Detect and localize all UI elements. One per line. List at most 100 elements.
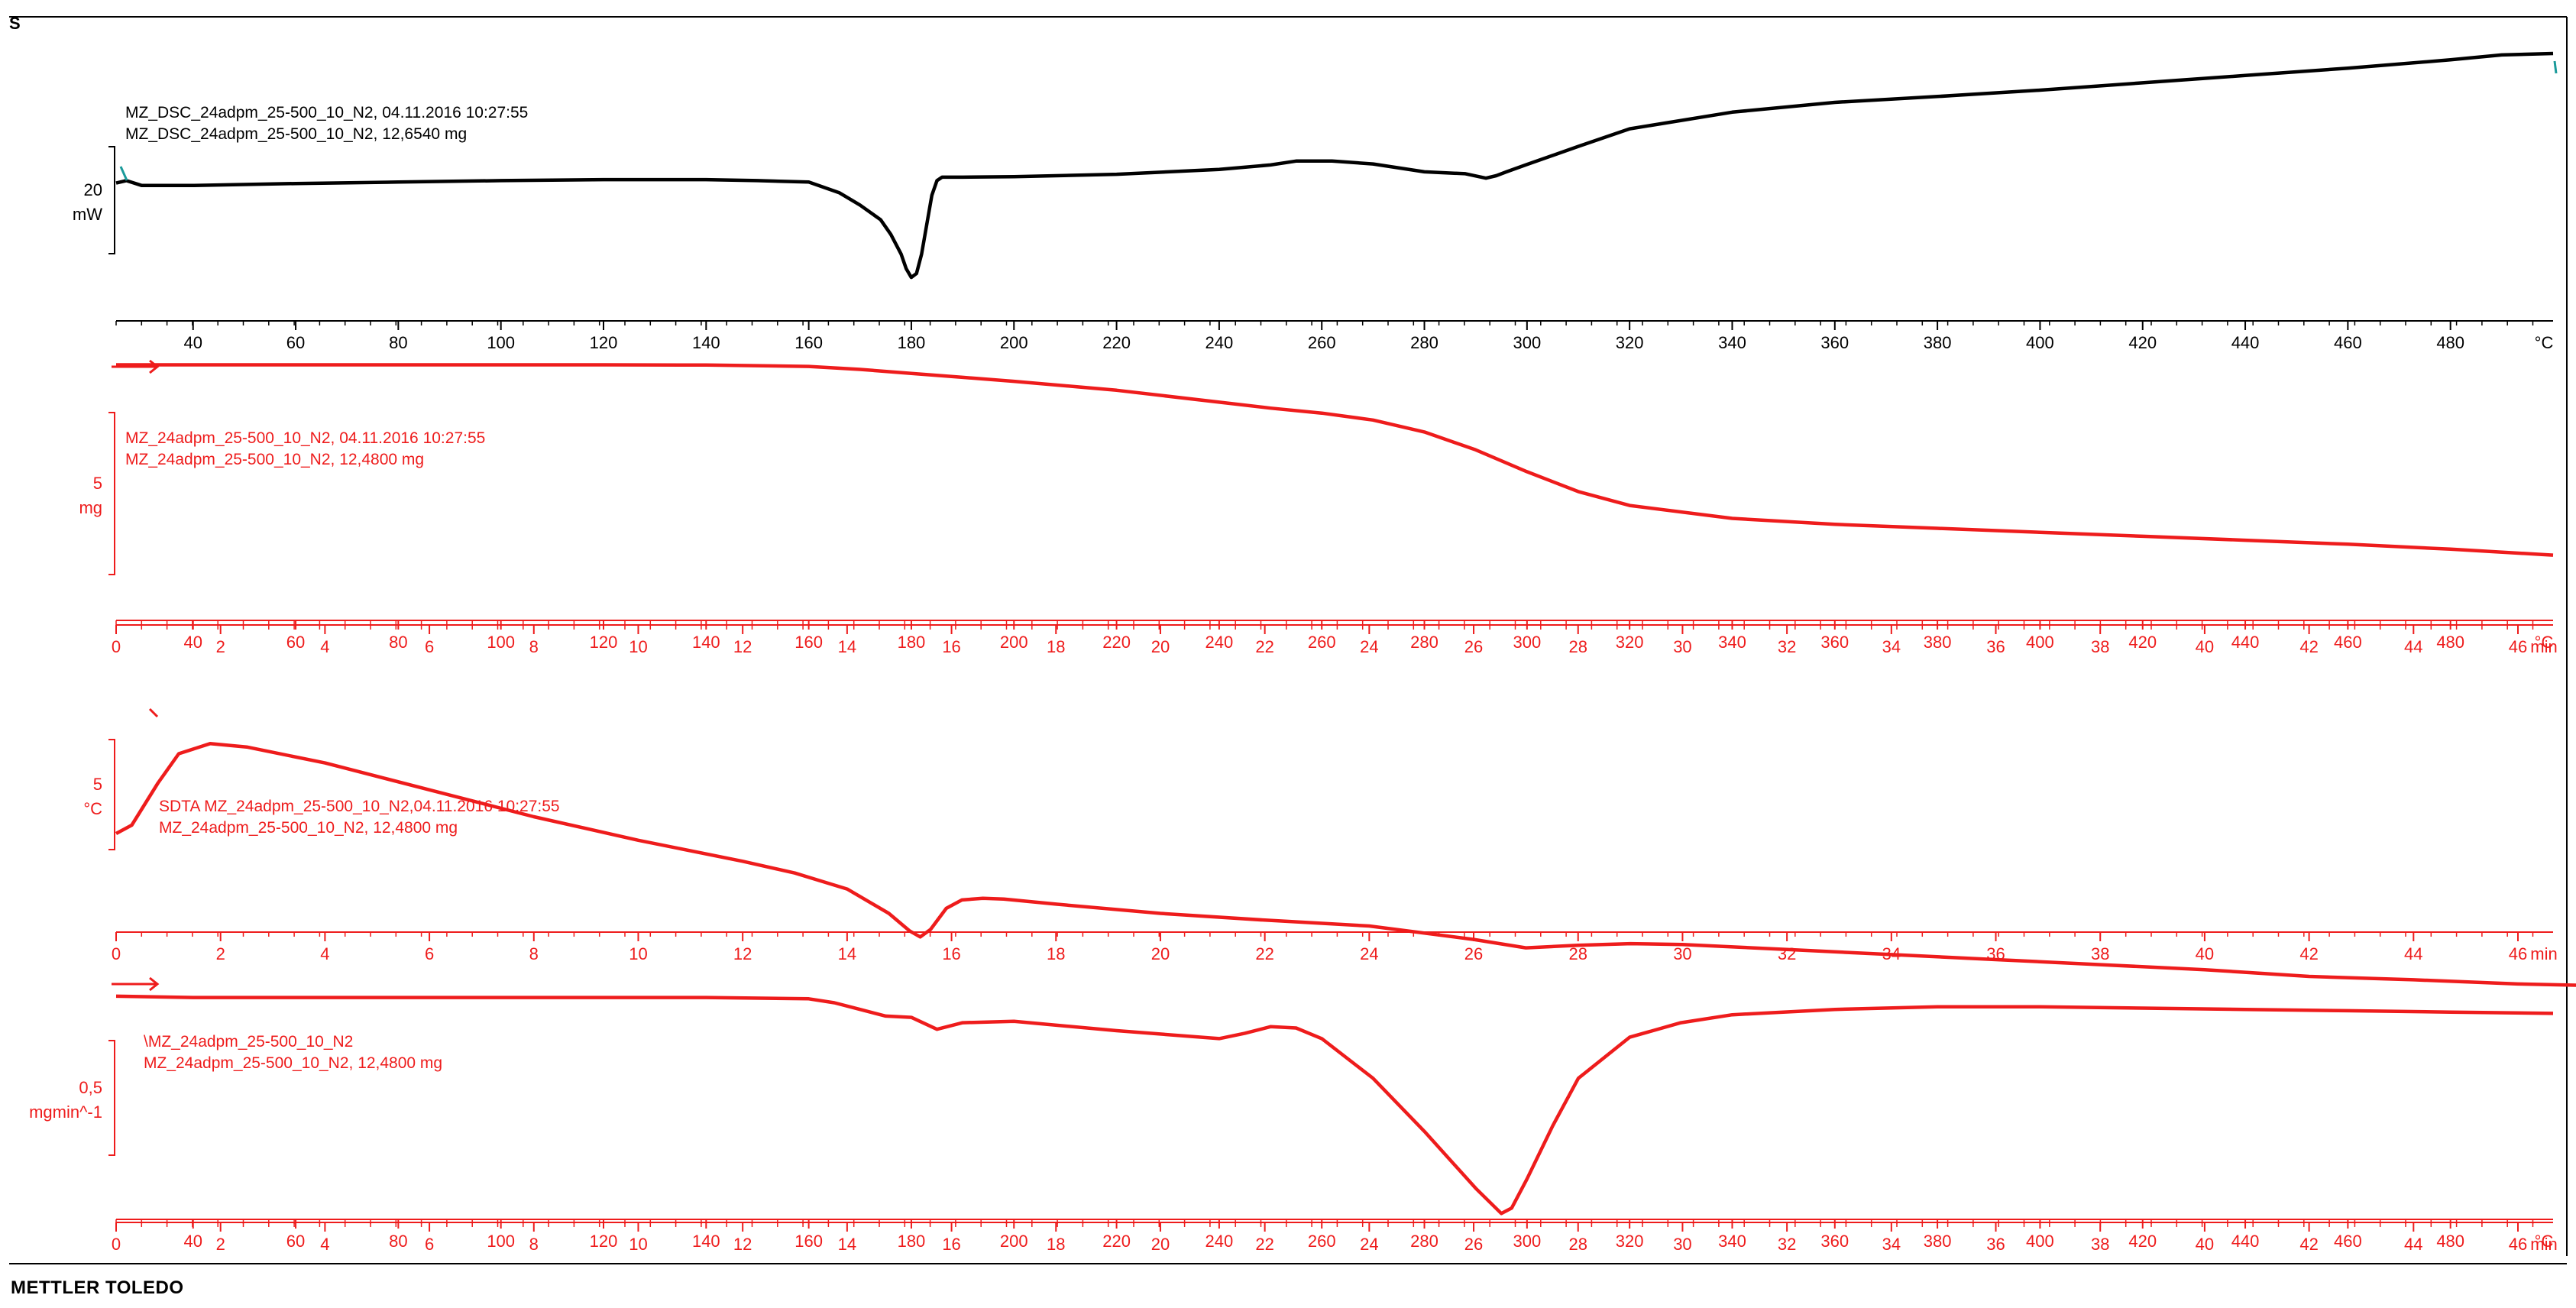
tga-time-axis-tick-label: 36 <box>1986 637 2005 656</box>
dtg-time-axis-tick-label: 38 <box>2091 1235 2109 1254</box>
dsc-temperature-axis-tick-label: 120 <box>590 333 618 352</box>
dsc-temperature-axis-tick-label: 480 <box>2436 333 2464 352</box>
tga-time-axis-tick-label: 8 <box>529 637 539 656</box>
dsc-temperature-axis-tick-label: 420 <box>2128 333 2157 352</box>
dsc-temperature-axis-tick-label: 80 <box>389 333 407 352</box>
tga-temperature-axis-tick-label: 380 <box>1924 633 1952 652</box>
tga-temperature-axis-tick-label: 100 <box>487 633 515 652</box>
dtg-time-axis-tick-label: 42 <box>2299 1235 2318 1254</box>
sdta-time-axis-tick-label: 0 <box>112 944 121 963</box>
dtg-time-axis-tick-label: 12 <box>733 1235 752 1254</box>
sdta-legend-line-1: SDTA MZ_24adpm_25-500_10_N2,04.11.2016 1… <box>159 798 560 815</box>
dtg-time-axis-tick-label: 40 <box>2196 1235 2214 1254</box>
dtg-time-axis-tick-label: 20 <box>1151 1235 1170 1254</box>
dtg-time-axis-tick-label: 2 <box>216 1235 225 1254</box>
tga-time-axis-tick-label: 0 <box>112 637 121 656</box>
dtg-temperature-axis-tick-label: 440 <box>2231 1232 2260 1251</box>
sdta-time-axis-tick-label: 44 <box>2404 944 2422 963</box>
dtg-temperature-axis-tick-label: 160 <box>794 1232 823 1251</box>
dsc-curve <box>115 51 2554 280</box>
dtg-time-axis-tick-label: 0 <box>112 1235 121 1254</box>
sdta-time-axis-tick-label: 20 <box>1151 944 1170 963</box>
sdta-time-axis-unit: min <box>2530 944 2557 963</box>
sdta-time-axis-tick-label: 42 <box>2299 944 2318 963</box>
dtg-time-axis-tick-label: 36 <box>1986 1235 2005 1254</box>
sdta-time-axis-tick-label: 28 <box>1568 944 1587 963</box>
dtg-time-axis-tick-label: 6 <box>425 1235 434 1254</box>
dtg-time-axis-tick-label: 18 <box>1047 1235 1065 1254</box>
dsc-scale-bracket <box>108 146 115 254</box>
dtg-temperature-axis-unit: °C <box>2535 1232 2554 1251</box>
sdta-scale-unit: °C <box>83 799 102 818</box>
dsc-temperature-axis-tick-label: 340 <box>1718 333 1746 352</box>
tga-temperature-axis-tick-label: 400 <box>2026 633 2054 652</box>
tga-time-axis-tick-label: 22 <box>1255 637 1273 656</box>
dsc-temperature-axis-tick-label: 380 <box>1924 333 1952 352</box>
tga-time-axis-tick-label: 26 <box>1464 637 1483 656</box>
sdta-time-axis-tick-label: 46 <box>2509 944 2527 963</box>
dsc-temperature-axis-tick-label: 460 <box>2334 333 2362 352</box>
dtg-time-axis-tick-label: 8 <box>529 1235 539 1254</box>
dtg-temperature-axis-tick-label: 420 <box>2128 1232 2157 1251</box>
tga-time-axis-tick-label: 18 <box>1047 637 1065 656</box>
tga-temperature-axis-tick-label: 240 <box>1205 633 1234 652</box>
dsc-temperature-axis-tick-label: 320 <box>1616 333 1644 352</box>
tga-temperature-axis-tick-label: 180 <box>898 633 926 652</box>
dtg-temperature-axis-tick-label: 340 <box>1718 1232 1746 1251</box>
tga-temperature-axis-tick-label: 480 <box>2436 633 2464 652</box>
dsc-temperature-axis-tick-label: 240 <box>1205 333 1234 352</box>
sdta-scale-value: 5 <box>93 775 102 794</box>
sdta-time-axis-tick-label: 14 <box>838 944 856 963</box>
dtg-scale-bracket <box>108 1040 115 1156</box>
dtg-curve <box>115 994 2554 1216</box>
sdta-time-axis-tick-label: 36 <box>1986 944 2005 963</box>
dsc-temperature-axis-tick-label: 440 <box>2231 333 2260 352</box>
dsc-scale: 20 mW <box>73 146 115 254</box>
dtg-temperature-axis-tick-label: 300 <box>1513 1232 1541 1251</box>
dsc-temperature-axis-tick-label: 400 <box>2026 333 2054 352</box>
dsc-temperature-axis-tick-label: 180 <box>898 333 926 352</box>
sdta-time-axis-tick-label: 24 <box>1360 944 1378 963</box>
sdta-time-axis-tick-label: 22 <box>1255 944 1273 963</box>
dtg-temperature-axis-tick-label: 260 <box>1308 1232 1336 1251</box>
dtg-temperature-axis-tick-label: 220 <box>1102 1232 1131 1251</box>
dtg-temperature-axis-tick-label: 460 <box>2334 1232 2362 1251</box>
dtg-time-axis-tick-label: 32 <box>1778 1235 1796 1254</box>
dtg-time-axis-tick-label: 16 <box>942 1235 960 1254</box>
tga-temperature-axis-tick-label: 460 <box>2334 633 2362 652</box>
dsc-temperature-axis-tick-label: 220 <box>1102 333 1131 352</box>
brand-logo-text: METTLER TOLEDO <box>11 1277 184 1298</box>
sdta-time-axis-tick-label: 38 <box>2091 944 2109 963</box>
sdta-scale: 5 °C <box>83 739 115 850</box>
dsc-temperature-axis-tick-label: 100 <box>487 333 515 352</box>
dsc-legend-line-2: MZ_DSC_24adpm_25-500_10_N2, 12,6540 mg <box>125 125 467 143</box>
dtg-temperature-axis-tick-label: 200 <box>1000 1232 1028 1251</box>
dsc-temperature-axis-tick-label: 280 <box>1410 333 1438 352</box>
tga-time-axis-tick-label: 16 <box>942 637 960 656</box>
sdta-time-axis-tick-label: 6 <box>425 944 434 963</box>
tga-temperature-axis-tick-label: 120 <box>590 633 618 652</box>
tga-temperature-axis-tick-label: 60 <box>286 633 305 652</box>
sdta-time-axis-tick-label: 32 <box>1778 944 1796 963</box>
dtg-time-axis-tick-label: 34 <box>1882 1235 1901 1254</box>
dsc-temperature-axis-tick-label: 200 <box>1000 333 1028 352</box>
tga-time-axis-tick-label: 30 <box>1673 637 1691 656</box>
dtg-time-axis-unit: min <box>2530 1235 2557 1254</box>
tga-time-axis-tick-label: 34 <box>1882 637 1901 656</box>
tga-time-axis-tick-label: 24 <box>1360 637 1378 656</box>
sdta-time-axis-tick-label: 26 <box>1464 944 1483 963</box>
dtg-time-axis-tick-label: 46 <box>2509 1235 2527 1254</box>
tga-temperature-axis-tick-label: 340 <box>1718 633 1746 652</box>
dtg-scale-unit: mgmin^-1 <box>29 1102 102 1122</box>
sdta-time-axis-tick-label: 2 <box>216 944 225 963</box>
sdta-time-axis-tick-label: 40 <box>2196 944 2214 963</box>
tga-temperature-axis-tick-label: 420 <box>2128 633 2157 652</box>
dtg-time-axis: 0 2 4 6 8 10 12 14 16 18 20 22 24 26 28 30 32 34 36 38 40 42 4… <box>112 1222 2558 1254</box>
dtg-temperature-axis-tick-label: 320 <box>1616 1232 1644 1251</box>
dtg-temperature-axis: 40 60 80 100 120 140 160 180 200 220 240 260 280 300 3… <box>115 1219 2554 1251</box>
dsc-temperature-axis-tick-label: 360 <box>1820 333 1849 352</box>
dtg-time-axis-tick-label: 4 <box>320 1235 329 1254</box>
dtg-temperature-axis-tick-label: 60 <box>286 1232 305 1251</box>
chart-panels: MZ_DSC_24adpm_25-500_10_N2, 04.11.2016 1… <box>29 51 2576 1254</box>
sdta-scale-bracket <box>108 739 115 850</box>
